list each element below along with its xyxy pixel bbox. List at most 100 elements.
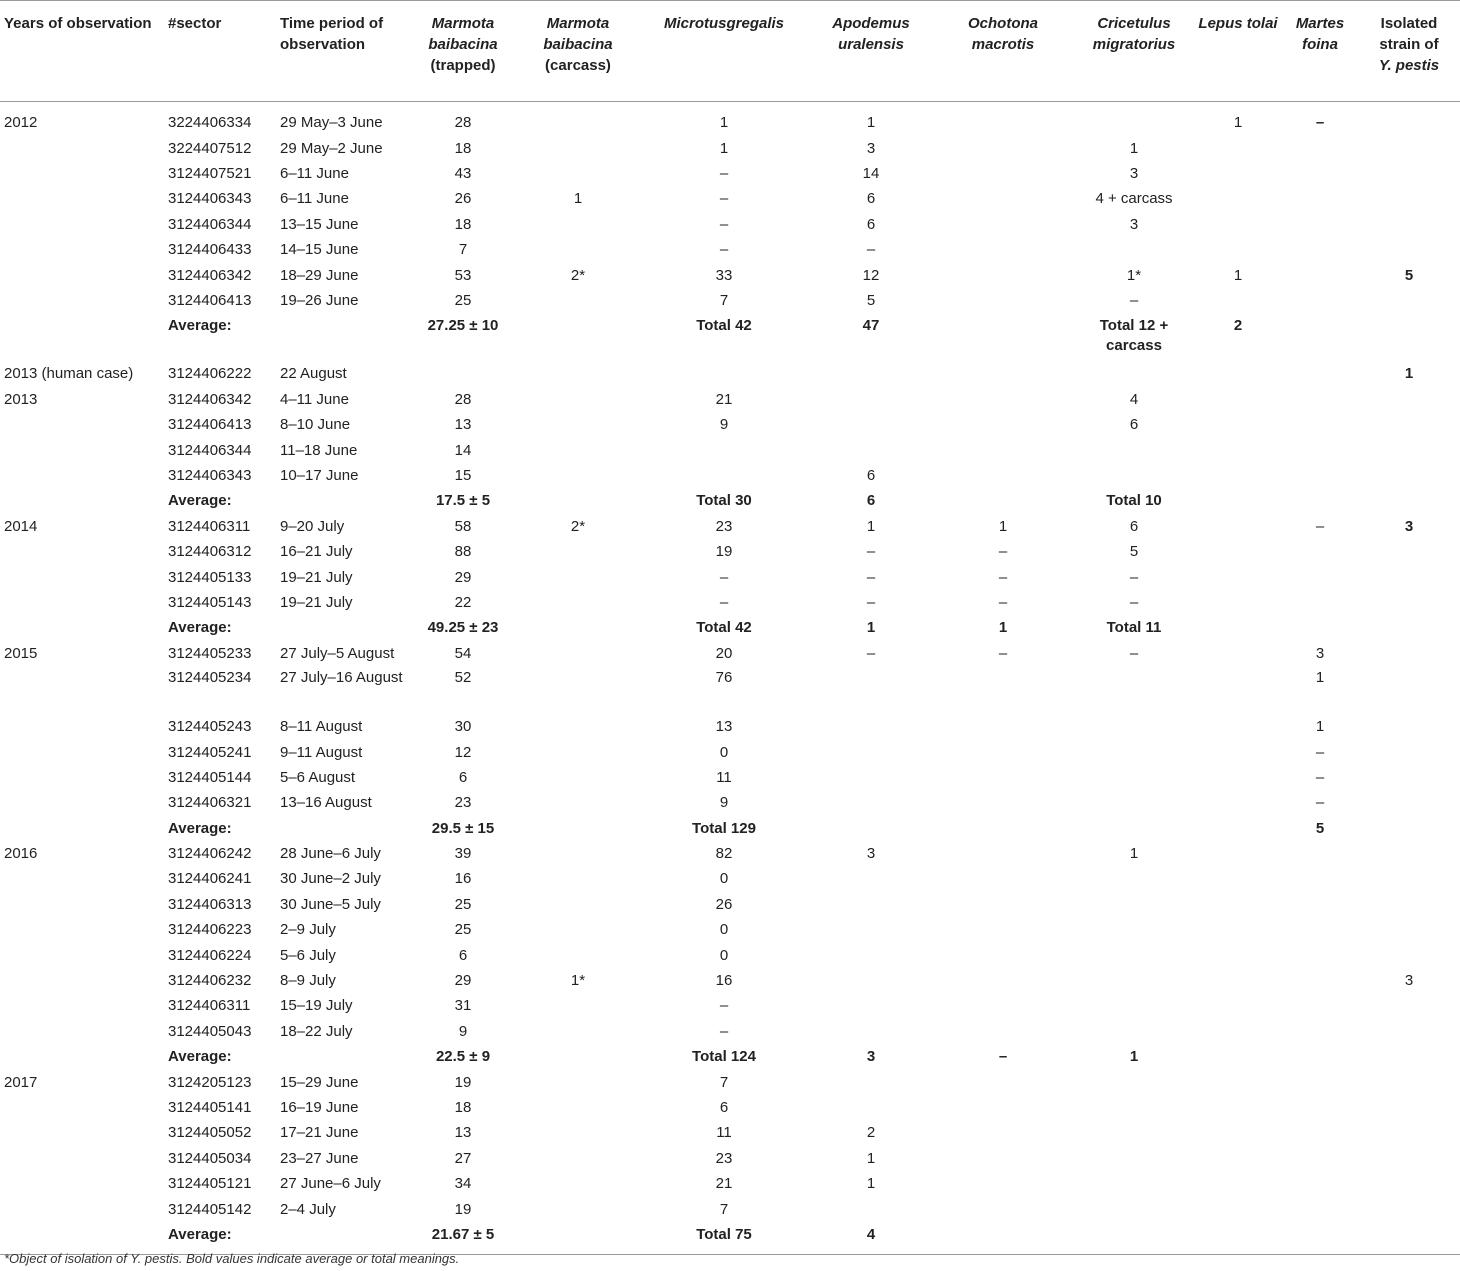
cell-apodemus: 1 — [866, 517, 876, 535]
cell-year: 2012 — [4, 114, 38, 131]
cell-strain — [1358, 238, 1460, 263]
cell-cricetulus — [1074, 362, 1194, 387]
cell-sector: 3124405241 — [168, 743, 252, 761]
cell-cricetulus: 1 — [1129, 139, 1139, 157]
cell-martes — [1282, 161, 1358, 186]
cell-sector: 3124406222 — [168, 365, 252, 383]
cell-ochotona — [932, 314, 1074, 362]
cell-microtus — [638, 463, 810, 488]
cell-microtus: – — [719, 241, 729, 259]
cell-period: 29 May–3 June — [280, 114, 383, 131]
cell-ochotona — [932, 387, 1074, 412]
cell-martes — [1282, 288, 1358, 313]
cell-strain: 5 — [1404, 266, 1414, 284]
cell-cricetulus — [1074, 714, 1194, 739]
cell-sector: 3124405052 — [168, 1124, 252, 1142]
cell-cricetulus: – — [1129, 292, 1139, 310]
cell-ochotona — [932, 892, 1074, 917]
cell-year — [0, 489, 164, 514]
cell-martes — [1282, 362, 1358, 387]
cell-year — [0, 892, 164, 917]
cell-lepus — [1194, 387, 1282, 412]
cell-ochotona — [932, 136, 1074, 161]
cell-microtus: Total 124 — [692, 1048, 756, 1066]
cell-microtus: 0 — [719, 743, 729, 761]
cell-marmota-trapped: 14 — [454, 441, 472, 459]
cell-lepus — [1194, 212, 1282, 237]
cell-cricetulus: Total 11 — [1106, 619, 1162, 637]
cell-strain — [1358, 765, 1460, 790]
cell-apodemus — [810, 791, 932, 816]
cell-ochotona — [932, 1222, 1074, 1254]
cell-strain — [1358, 590, 1460, 615]
cell-period: 11–18 June — [280, 441, 358, 459]
cell-ochotona — [932, 918, 1074, 943]
cell-martes — [1282, 387, 1358, 412]
cell-sector: 3124405133 — [168, 568, 252, 586]
cell-lepus — [1194, 1197, 1282, 1222]
cell-ochotona — [932, 362, 1074, 387]
cell-apodemus: – — [866, 543, 876, 561]
cell-lepus — [1194, 1121, 1282, 1146]
cell-marmota-carcass — [518, 1095, 638, 1120]
cell-marmota-trapped: 30 — [454, 718, 472, 736]
table-row: 3124405143 19–21 July 22 – – – – — [0, 590, 1460, 615]
cell-ochotona — [932, 816, 1074, 841]
cell-microtus: 0 — [719, 921, 729, 939]
cell-cricetulus — [1074, 1197, 1194, 1222]
cell-cricetulus — [1074, 867, 1194, 892]
cell-lepus — [1194, 1171, 1282, 1196]
cell-sector: 3124406224 — [168, 946, 252, 964]
cell-microtus: 21 — [715, 390, 733, 408]
cell-lepus — [1194, 1146, 1282, 1171]
cell-microtus: 7 — [719, 1200, 729, 1218]
header-apodemus: Apodemus uralensis — [832, 15, 910, 53]
cell-sector: 3124405143 — [168, 593, 252, 611]
cell-strain — [1358, 1171, 1460, 1196]
cell-ochotona — [932, 943, 1074, 968]
cell-marmota-carcass: 2* — [570, 266, 586, 284]
cell-ochotona: – — [998, 568, 1008, 586]
cell-marmota-carcass — [518, 816, 638, 841]
cell-apodemus: 2 — [866, 1124, 876, 1142]
cell-martes — [1282, 918, 1358, 943]
cell-strain — [1358, 187, 1460, 212]
cell-marmota-trapped: 16 — [454, 870, 472, 888]
cell-strain — [1358, 288, 1460, 313]
cell-cricetulus: – — [1129, 644, 1139, 662]
cell-cricetulus — [1074, 765, 1194, 790]
cell-year — [0, 1222, 164, 1254]
cell-marmota-trapped: 52 — [454, 669, 472, 687]
table-row: 2013 (human case) 3124406222 22 August 1 — [0, 362, 1460, 387]
cell-microtus: 23 — [715, 517, 733, 535]
cell-marmota-carcass — [518, 438, 638, 463]
table-row: 2016 3124406242 28 June–6 July 39 82 3 1 — [0, 841, 1460, 866]
cell-marmota-carcass — [518, 994, 638, 1019]
cell-cricetulus: 3 — [1129, 215, 1139, 233]
cell-year — [0, 463, 164, 488]
cell-period: 5–6 July — [280, 946, 336, 964]
cell-period — [276, 616, 408, 641]
table-row: 3124405241 9–11 August 12 0 – — [0, 740, 1460, 765]
cell-year — [0, 238, 164, 263]
average-row: Average: 29.5 ± 15 Total 129 5 — [0, 816, 1460, 841]
cell-period: 13–15 June — [280, 215, 359, 233]
cell-cricetulus — [1074, 892, 1194, 917]
table-row: 2017 3124205123 15–29 June 19 7 — [0, 1070, 1460, 1095]
table-row: 3224407512 29 May–2 June 18 1 3 1 — [0, 136, 1460, 161]
cell-microtus: Total 129 — [692, 819, 756, 837]
cell-marmota-trapped: 17.5 ± 5 — [435, 492, 491, 510]
table-header: Years of observation #sector Time period… — [0, 0, 1460, 102]
cell-period: 5–6 August — [280, 768, 356, 786]
cell-marmota-carcass — [518, 136, 638, 161]
average-row: Average: 27.25 ± 10 Total 42 47 Total 12 + c… — [0, 314, 1460, 362]
cell-martes — [1282, 1045, 1358, 1070]
cell-period — [276, 314, 408, 362]
cell-strain — [1358, 438, 1460, 463]
cell-microtus: 9 — [719, 416, 729, 434]
cell-lepus — [1194, 489, 1282, 514]
table-body: 2012 3224406334 29 May–3 June 28 1 1 1–3224407… — [0, 102, 1460, 1255]
cell-sector: 3124405034 — [168, 1149, 252, 1167]
cell-period: 28 June–6 July — [280, 845, 381, 863]
cell-marmota-carcass — [518, 238, 638, 263]
